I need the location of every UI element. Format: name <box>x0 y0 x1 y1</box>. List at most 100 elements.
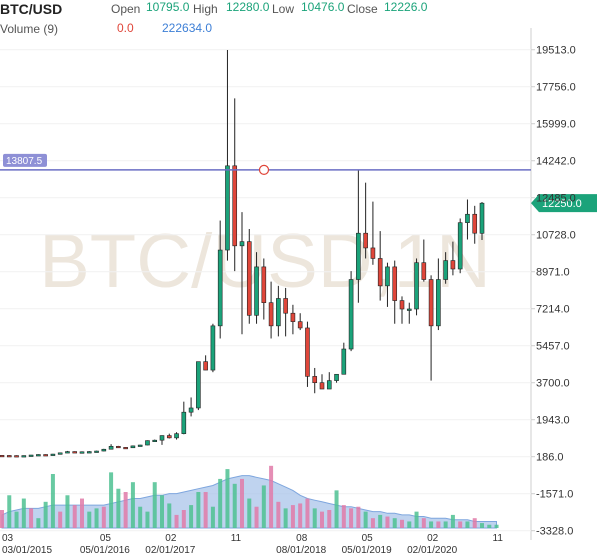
volume-bar <box>80 498 84 528</box>
candle-body <box>436 279 441 327</box>
volume-bar <box>298 503 303 528</box>
candle-body <box>457 222 463 270</box>
candle-body <box>116 445 121 449</box>
candle-body <box>305 327 310 377</box>
candle-body <box>254 266 259 316</box>
x-date-label: 05/01/2019 <box>342 545 392 556</box>
volume-bar <box>341 505 346 528</box>
volume-bar <box>320 511 324 528</box>
candle-body <box>159 435 165 441</box>
candle-body <box>94 450 99 453</box>
y-tick-label: 8971.0 <box>536 267 570 279</box>
candle-body <box>232 165 238 247</box>
volume-bar <box>312 508 317 528</box>
volume-bar <box>116 488 121 528</box>
candle-body <box>137 444 143 447</box>
volume-bar <box>269 465 274 528</box>
candle-body <box>166 435 172 439</box>
volume-bar <box>290 505 295 528</box>
candle-body <box>101 448 107 452</box>
y-tick-label: 19513.0 <box>536 45 576 57</box>
y-tick-label: 15999.0 <box>536 119 576 131</box>
candle-body <box>472 213 478 234</box>
x-tick-label: 03 <box>2 533 14 544</box>
volume-bar <box>87 511 92 528</box>
volume-bar <box>370 518 375 528</box>
x-tick-label: 05 <box>362 533 374 544</box>
candle-body <box>50 453 56 456</box>
volume-bar <box>94 508 99 528</box>
volume-bar <box>72 505 77 528</box>
volume-bar <box>7 495 12 528</box>
candle-body <box>261 266 267 303</box>
volume-bar <box>58 511 63 528</box>
candle-body <box>348 279 354 350</box>
volume-bar <box>356 506 361 528</box>
volume-bar <box>436 521 441 528</box>
volume-bar <box>152 482 157 528</box>
volume-bar <box>101 506 106 528</box>
volume-bar <box>254 506 259 528</box>
volume-bar <box>494 524 499 528</box>
volume-bar <box>392 518 397 528</box>
volume-bar <box>400 519 404 528</box>
candle-body <box>370 247 376 259</box>
x-tick-label: 11 <box>231 533 242 544</box>
volume-bar <box>385 516 390 528</box>
candle-body <box>406 308 412 311</box>
candle-body <box>312 376 318 384</box>
candle-body <box>181 411 187 434</box>
candle-body <box>377 258 383 287</box>
y-tick-label: 12485.0 <box>536 193 576 205</box>
y-tick-label: -1571.0 <box>536 489 573 501</box>
candle-body <box>14 455 19 458</box>
candle-body <box>152 439 158 442</box>
y-tick-label: 186.0 <box>536 452 564 464</box>
crosshair-marker <box>258 164 270 175</box>
volume-bar <box>363 511 368 528</box>
candle-body <box>225 165 230 251</box>
candle-body <box>479 202 485 234</box>
x-tick-label: 05 <box>100 533 112 544</box>
volume-bar <box>240 478 244 528</box>
volume-bar <box>181 510 186 528</box>
volume-bar <box>472 518 477 528</box>
volume-bar <box>14 511 19 528</box>
y-tick-label: 7214.0 <box>536 304 570 316</box>
candle-body <box>246 241 252 316</box>
candle-body <box>6 455 12 458</box>
x-tick-label: 11 <box>493 533 504 544</box>
volume-bar <box>349 508 354 528</box>
volume-bar <box>174 514 179 528</box>
candle-body <box>217 249 223 327</box>
volume-bar <box>210 506 215 528</box>
volume-bar <box>160 495 164 528</box>
candle-body <box>57 452 63 455</box>
candle-body <box>443 260 448 280</box>
candle-body <box>428 279 434 327</box>
candle-body <box>356 232 361 280</box>
candle-body <box>414 262 419 310</box>
candle-body <box>283 298 288 314</box>
candle-body <box>0 455 5 458</box>
candle-body <box>130 445 136 449</box>
low-label: Low <box>272 2 295 16</box>
volume-bar <box>305 498 310 528</box>
volume-bar <box>407 521 412 528</box>
volume-change: 0.0 <box>117 21 134 35</box>
candle-body <box>203 361 208 371</box>
candle-body <box>79 451 85 454</box>
candle-body <box>43 454 48 457</box>
volume-bar <box>327 510 332 528</box>
candle-body <box>450 260 456 270</box>
crosshair-label-box <box>3 153 47 167</box>
candle-body <box>290 312 296 322</box>
y-tick-label: 3700.0 <box>536 378 570 390</box>
volume-bar <box>109 472 114 528</box>
volume-label: Volume (9) <box>0 22 59 36</box>
candle-body <box>276 298 281 327</box>
volume-bar <box>50 474 55 528</box>
volume-bar <box>218 478 223 528</box>
volume-bar <box>276 501 281 528</box>
